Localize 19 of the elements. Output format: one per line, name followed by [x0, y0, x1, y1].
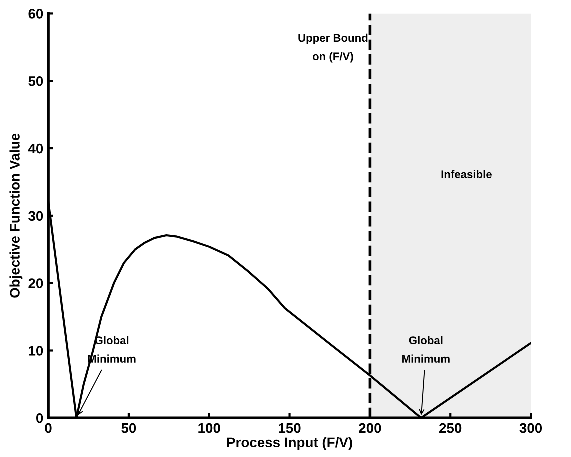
y-tick-label: 50: [28, 76, 44, 86]
x-tick-label: 300: [520, 423, 542, 434]
x-tick-label: 100: [198, 423, 220, 434]
y-tick-label: 10: [29, 346, 44, 356]
x-tick-label: 150: [279, 423, 301, 434]
x-tick-label: 50: [122, 423, 136, 434]
x-tick-label: 200: [359, 423, 382, 434]
x-tick-label: 0: [45, 423, 52, 434]
y-tick-label: 40: [28, 144, 44, 154]
y-tick-label: 20: [28, 278, 44, 289]
y-axis-title: Objective Function Value: [10, 134, 23, 298]
x-tick-label: 250: [440, 423, 462, 434]
annotation: Global Minimum: [402, 336, 450, 363]
y-tick-label: 0: [36, 413, 44, 424]
y-tick-label: 30: [28, 211, 44, 222]
band-label: Infeasible: [442, 170, 492, 178]
x-axis-title: Process Input (F/V): [227, 437, 352, 450]
ref-line-label: Upper Bound on (F/V): [298, 34, 368, 63]
y-tick-label: 60: [28, 9, 44, 19]
